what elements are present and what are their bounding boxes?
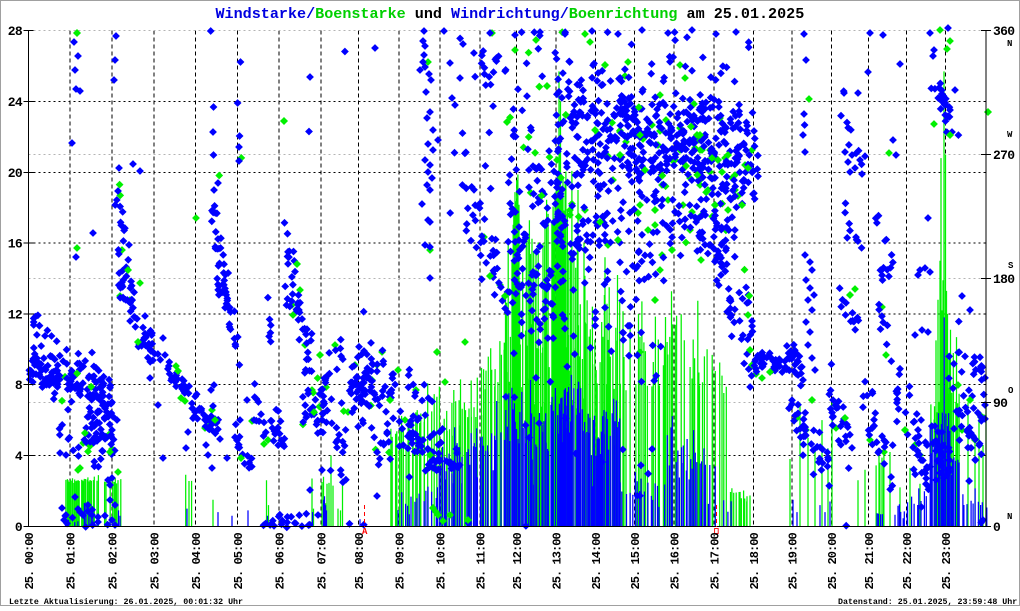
svg-text:25. 12:00: 25. 12:00 — [511, 532, 525, 589]
svg-text:Datenstand: 25.01.2025, 23:59:: Datenstand: 25.01.2025, 23:59:48 Uhr — [838, 597, 1017, 606]
svg-text:25. 22:00: 25. 22:00 — [901, 532, 915, 589]
svg-text:25. 05:00: 25. 05:00 — [232, 532, 246, 589]
svg-text:16: 16 — [8, 237, 23, 252]
svg-text:25. 10:00: 25. 10:00 — [435, 532, 449, 589]
svg-text:0: 0 — [15, 520, 23, 535]
svg-text:12: 12 — [8, 307, 23, 322]
svg-text:25. 19:00: 25. 19:00 — [787, 532, 801, 589]
svg-text:28: 28 — [8, 24, 23, 39]
svg-text:25. 13:00: 25. 13:00 — [550, 532, 564, 589]
svg-text:360: 360 — [993, 24, 1015, 39]
svg-text:25. 08:00: 25. 08:00 — [353, 532, 367, 589]
svg-text:25. 01:00: 25. 01:00 — [65, 532, 79, 589]
svg-text:A: A — [362, 527, 368, 537]
svg-text:25. 14:00: 25. 14:00 — [590, 532, 604, 589]
svg-text:25. 23:00: 25. 23:00 — [940, 532, 954, 589]
svg-text:25. 18:00: 25. 18:00 — [748, 532, 762, 589]
svg-text:W: W — [1007, 130, 1013, 140]
svg-text:Windstarke/Boenstarke und Wind: Windstarke/Boenstarke und Windrichtung/B… — [216, 5, 805, 23]
svg-text:25. 16:00: 25. 16:00 — [669, 532, 683, 589]
svg-text:270: 270 — [993, 148, 1015, 163]
svg-text:25. 21:00: 25. 21:00 — [863, 532, 877, 589]
svg-text:O: O — [1008, 386, 1014, 396]
svg-text:90: 90 — [993, 396, 1008, 411]
svg-text:25. 11:00: 25. 11:00 — [475, 532, 489, 589]
svg-text:0: 0 — [993, 520, 1001, 535]
svg-text:24: 24 — [8, 95, 23, 110]
svg-text:25. 03:00: 25. 03:00 — [149, 532, 163, 589]
svg-text:N: N — [1007, 39, 1012, 49]
svg-text:25. 15:00: 25. 15:00 — [629, 532, 643, 589]
svg-text:25. 00:00: 25. 00:00 — [23, 532, 37, 589]
svg-text:25. 06:00: 25. 06:00 — [274, 532, 288, 589]
svg-text:25. 20:00: 25. 20:00 — [826, 532, 840, 589]
svg-text:25. 07:00: 25. 07:00 — [315, 532, 329, 589]
svg-text:25. 02:00: 25. 02:00 — [107, 532, 121, 589]
svg-text:25. 17:00: 25. 17:00 — [709, 532, 723, 589]
svg-text:20: 20 — [8, 166, 23, 181]
svg-text:Letzte Aktualisierung: 26.01.2: Letzte Aktualisierung: 26.01.2025, 00:01… — [9, 597, 243, 606]
svg-text:S: S — [1008, 261, 1014, 271]
svg-text:25. 04:00: 25. 04:00 — [190, 532, 204, 589]
svg-text:180: 180 — [993, 272, 1015, 287]
svg-text:N: N — [1007, 512, 1012, 522]
svg-text:25. 09:00: 25. 09:00 — [394, 532, 408, 589]
svg-text:4: 4 — [15, 449, 23, 464]
svg-text:8: 8 — [15, 378, 23, 393]
